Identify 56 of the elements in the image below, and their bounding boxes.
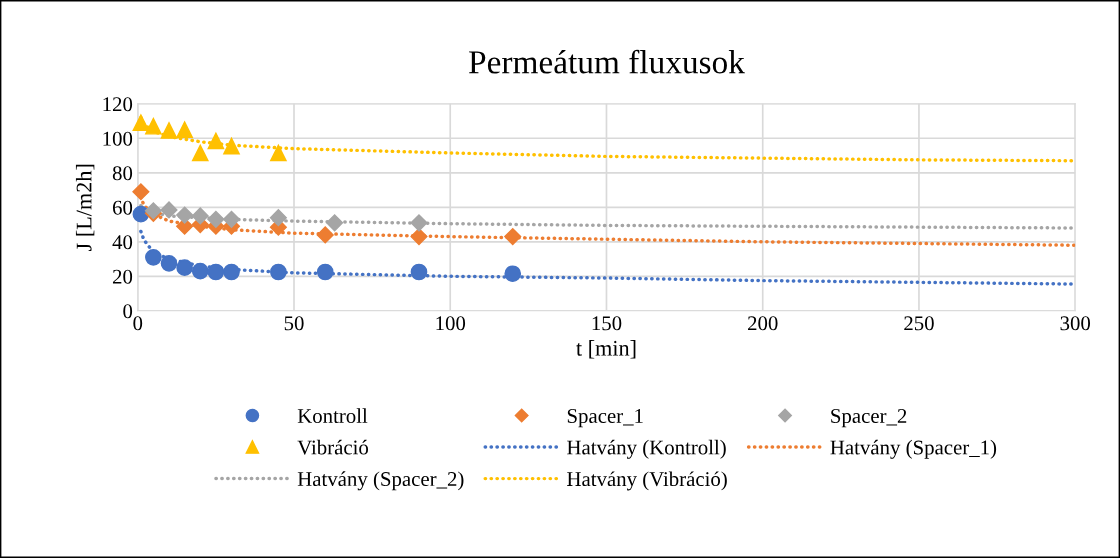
y-axis-title: J [L/m2h] xyxy=(75,164,95,251)
point xyxy=(191,144,209,162)
line-series xyxy=(139,229,1076,286)
point xyxy=(223,137,240,155)
point xyxy=(270,144,287,162)
point xyxy=(132,114,150,132)
y-tick-label: 40 xyxy=(112,235,133,250)
point xyxy=(207,210,225,228)
legend-label: Spacer_2 xyxy=(831,409,907,428)
x-tick-label: 50 xyxy=(284,316,304,331)
legend-label: Hatvány (Vibráció) xyxy=(567,471,727,491)
point xyxy=(160,255,178,272)
x-tick-label: 0 xyxy=(133,316,143,331)
point xyxy=(176,206,194,224)
x-tick-label: 200 xyxy=(748,316,778,331)
point xyxy=(316,263,334,281)
point xyxy=(191,207,209,225)
point xyxy=(207,132,225,150)
legend-label: Hatvány (Kontroll) xyxy=(567,439,726,459)
point xyxy=(269,209,287,227)
point xyxy=(145,248,162,266)
x-tick-label: 150 xyxy=(592,316,622,331)
chart-title: Permeátum fluxusok xyxy=(469,49,745,74)
point xyxy=(410,228,428,246)
y-tick-label: 0 xyxy=(123,304,133,319)
point xyxy=(410,214,428,232)
x-axis-title: t [min] xyxy=(576,340,636,359)
point xyxy=(410,263,428,281)
point xyxy=(176,259,193,277)
y-tick-label: 20 xyxy=(112,269,133,284)
point xyxy=(207,263,225,281)
legend-label: Hatvány (Spacer_2) xyxy=(297,471,464,491)
legend-label: Hatvány (Spacer_1) xyxy=(830,439,997,459)
point xyxy=(270,263,287,281)
point xyxy=(504,265,522,283)
point xyxy=(326,214,344,232)
point xyxy=(223,263,240,281)
point xyxy=(132,183,150,201)
y-tick-label: 80 xyxy=(112,166,133,181)
y-tick-label: 60 xyxy=(112,200,133,215)
point xyxy=(316,226,334,244)
point xyxy=(176,121,193,138)
x-tick-label: 100 xyxy=(436,316,466,331)
point xyxy=(145,117,162,135)
y-tick-label: 120 xyxy=(103,97,133,112)
point xyxy=(160,201,178,219)
point xyxy=(160,122,178,139)
legend-label: Spacer_1 xyxy=(567,409,643,428)
point xyxy=(191,262,209,280)
x-tick-label: 250 xyxy=(904,316,934,331)
x-tick-label: 300 xyxy=(1060,316,1091,331)
legend-label: Kontroll xyxy=(297,408,368,424)
point xyxy=(222,210,241,228)
legend-label: Vibráció xyxy=(297,439,369,455)
point xyxy=(504,228,522,246)
y-tick-label: 100 xyxy=(103,131,133,146)
